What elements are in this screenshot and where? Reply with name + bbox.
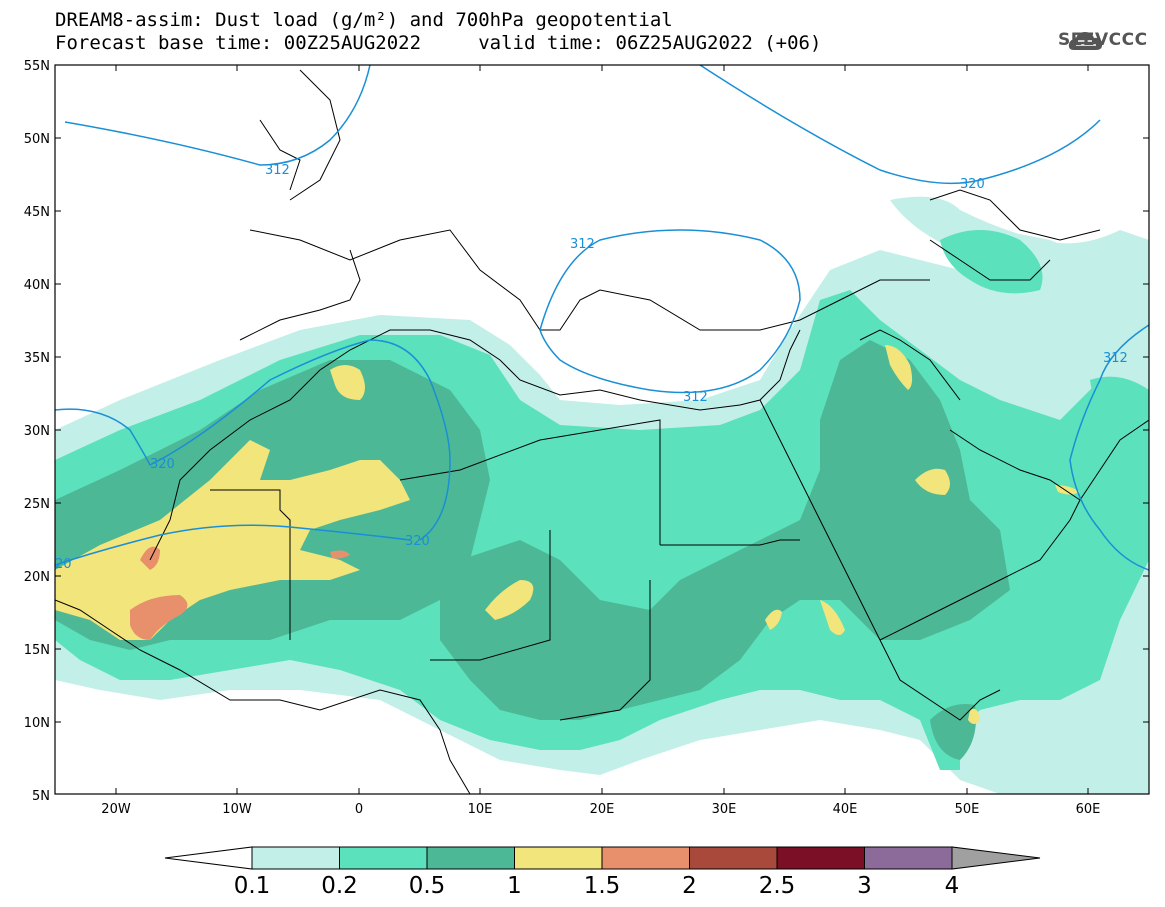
lat-label: 40N [24,278,50,293]
forecast-time-line: Forecast base time: 00Z25AUG2022 valid t… [55,32,822,54]
colorbar-low-arrow [164,846,253,870]
contour-labels: 312 320 312 312 320 320 20 312 [55,163,1128,572]
coastlines [55,69,1149,794]
colorbar-label: 0.1 [234,873,271,899]
lon-label: 20W [101,802,131,817]
cloud-icon [1068,32,1103,50]
lat-ticks [55,65,1149,794]
colorbar-label: 0.5 [409,873,446,899]
lat-label: 25N [24,497,50,512]
dust-level-1 [55,440,410,640]
colorbar-label: 4 [945,873,960,899]
map-title: DREAM8-assim: Dust load (g/m²) and 700hP… [55,9,673,31]
lon-label: 30E [712,802,737,817]
colorbar-swatch [689,846,778,870]
colorbar-swatch [601,846,690,870]
lon-label: 20E [590,802,615,817]
colorbar-label: 0.2 [321,873,358,899]
contour-label: 312 [570,237,595,252]
lon-label: 50E [955,802,980,817]
lat-label: 45N [24,205,50,220]
lat-label: 30N [24,424,50,439]
logo-text: SEEVCCC [1058,30,1148,50]
dust-shading [55,196,1149,794]
lon-label: 10E [468,802,493,817]
geopotential-contours [55,65,1149,571]
dust-level-1-5 [130,595,188,640]
lat-label: 10N [24,716,50,731]
colorbar-swatch [864,846,953,870]
lat-label: 50N [24,132,50,147]
lon-label: 0 [355,802,363,817]
colorbar-swatch [514,846,603,870]
lon-label: 40E [833,802,858,817]
contour-label: 320 [960,177,985,192]
lat-label: 20N [24,570,50,585]
lat-label: 15N [24,643,50,658]
colorbar-label: 2.5 [759,873,796,899]
colorbar: 0.1 0.2 0.5 1 1.5 2 2.5 3 4 [164,846,1041,899]
longitude-labels: 20W 10W 0 10E 20E 30E 40E 50E 60E [101,802,1100,817]
lat-label: 55N [24,59,50,74]
contour-label: 312 [265,163,290,178]
colorbar-swatch [339,846,428,870]
contour-label: 320 [405,534,430,549]
colorbar-swatch [426,846,515,870]
colorbar-label: 2 [682,873,697,899]
colorbar-label: 1 [507,873,522,899]
lat-label: 5N [32,789,50,804]
colorbar-label: 1.5 [584,873,621,899]
contour-label: 312 [1103,351,1128,366]
lon-label: 60E [1076,802,1101,817]
contour-label: 320 [150,457,175,472]
colorbar-swatch [776,846,865,870]
lat-label: 35N [24,351,50,366]
colorbar-high-arrow [951,846,1041,870]
latitude-labels: 55N 50N 45N 40N 35N 30N 25N 20N 15N 10N … [24,59,50,804]
contour-label: 312 [683,390,708,405]
lon-label: 10W [222,802,252,817]
colorbar-label: 3 [857,873,872,899]
colorbar-swatch [251,846,340,870]
contour-label: 20 [55,557,72,572]
